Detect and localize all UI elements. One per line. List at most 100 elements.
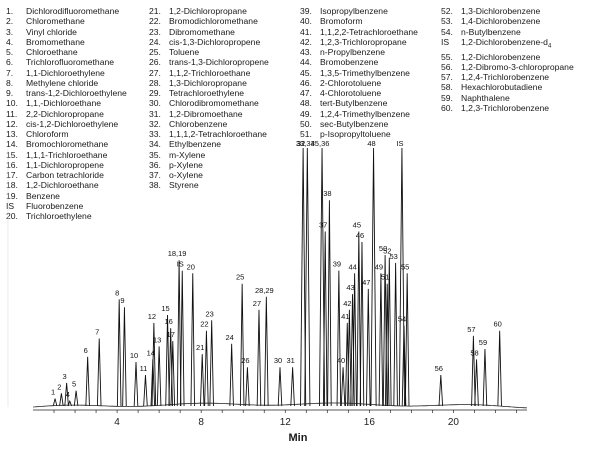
peak-label: 31 bbox=[286, 356, 294, 365]
peak-label: IS bbox=[396, 139, 403, 148]
peak-trace bbox=[278, 367, 282, 406]
peak-label: 6 bbox=[84, 346, 88, 355]
peak-trace bbox=[291, 367, 295, 406]
peak-trace bbox=[305, 148, 310, 406]
peak-trace bbox=[230, 344, 234, 406]
peak-trace bbox=[360, 242, 364, 406]
baseline-trace bbox=[33, 403, 527, 408]
x-tick-label: 20 bbox=[448, 417, 460, 428]
peak-trace bbox=[144, 375, 148, 406]
peak-label: 9 bbox=[120, 296, 124, 305]
peak-label: 35,36 bbox=[311, 139, 330, 148]
peak-label: 37 bbox=[319, 221, 327, 230]
peak-label: 20 bbox=[187, 262, 195, 271]
peak-label: 48 bbox=[367, 139, 375, 148]
peak-label: 42 bbox=[343, 299, 351, 308]
peak-trace bbox=[117, 299, 121, 406]
peak-label: 59 bbox=[479, 338, 487, 347]
peak-trace bbox=[328, 200, 332, 406]
peak-label: 21 bbox=[196, 343, 204, 352]
peak-trace bbox=[394, 263, 398, 406]
baseline-layer bbox=[33, 403, 527, 408]
x-axis-label: Min bbox=[278, 432, 318, 444]
peak-label: 30 bbox=[274, 356, 282, 365]
peak-trace bbox=[379, 273, 383, 406]
peak-trace bbox=[60, 393, 64, 406]
peak-labels-layer: 123456789101112131415161718,19IS 20212223… bbox=[51, 139, 502, 399]
peak-label: 38 bbox=[323, 189, 331, 198]
peak-label: 60 bbox=[494, 320, 502, 329]
peak-trace bbox=[123, 307, 127, 406]
peak-label: 58 bbox=[470, 348, 478, 357]
peak-label: 49 bbox=[375, 262, 383, 271]
peak-label: 18,19 bbox=[168, 249, 187, 258]
peak-label: 11 bbox=[140, 364, 148, 373]
peak-trace bbox=[353, 273, 357, 406]
peak-label: 41 bbox=[341, 312, 349, 321]
peak-label: 26 bbox=[241, 356, 249, 365]
peak-trace bbox=[86, 357, 90, 406]
peak-label: 5 bbox=[72, 380, 76, 389]
peak-label: 13 bbox=[153, 335, 161, 344]
peak-label: 46 bbox=[356, 231, 364, 240]
peak-label: 15 bbox=[161, 304, 169, 313]
peak-label: 43 bbox=[346, 283, 354, 292]
peak-label: 16 bbox=[165, 317, 173, 326]
peak-label: 27 bbox=[253, 299, 261, 308]
peak-label: 1 bbox=[51, 388, 55, 397]
x-tick-label: 16 bbox=[364, 417, 376, 428]
peak-trace bbox=[257, 310, 261, 406]
peak-label: 24 bbox=[225, 333, 233, 342]
peak-label: 44 bbox=[348, 262, 356, 271]
peak-label: 14 bbox=[147, 348, 155, 357]
peak-trace bbox=[97, 339, 101, 406]
peak-label: 2 bbox=[57, 382, 61, 391]
peak-label: 12 bbox=[148, 312, 156, 321]
peak-label: 57 bbox=[467, 325, 475, 334]
peak-label: 10 bbox=[130, 351, 138, 360]
peak-label: IS bbox=[177, 260, 184, 269]
peak-label: 40 bbox=[337, 356, 345, 365]
peak-label: 28,29 bbox=[255, 286, 274, 295]
peak-label: 4 bbox=[66, 390, 70, 399]
peak-trace bbox=[240, 284, 244, 406]
peak-trace bbox=[472, 336, 476, 406]
peak-label: 51 bbox=[381, 273, 389, 282]
peak-trace bbox=[439, 375, 443, 406]
peak-trace bbox=[498, 331, 502, 406]
peak-label: 25 bbox=[236, 273, 244, 282]
peak-trace bbox=[180, 271, 184, 406]
peak-trace bbox=[405, 273, 409, 406]
peak-trace bbox=[337, 271, 341, 406]
peak-trace bbox=[134, 362, 138, 406]
peak-label: 54 bbox=[398, 314, 406, 323]
peak-trace bbox=[191, 273, 195, 406]
peak-trace bbox=[399, 148, 404, 406]
peak-trace bbox=[366, 289, 370, 406]
peak-trace bbox=[371, 148, 376, 406]
peak-trace bbox=[341, 367, 345, 406]
peak-trace bbox=[74, 391, 78, 406]
peak-trace bbox=[200, 354, 204, 406]
peak-trace bbox=[475, 359, 479, 406]
peak-label: 22 bbox=[200, 320, 208, 329]
peak-trace bbox=[157, 346, 161, 406]
peak-label: 23 bbox=[206, 309, 214, 318]
peak-label: 53 bbox=[389, 252, 397, 261]
peak-trace bbox=[246, 367, 250, 406]
peak-trace bbox=[210, 320, 214, 406]
peak-trace bbox=[205, 331, 209, 406]
peak-label: 56 bbox=[435, 364, 443, 373]
peak-label: 47 bbox=[362, 278, 370, 287]
peak-label: 17 bbox=[167, 330, 175, 339]
peak-trace bbox=[483, 349, 487, 406]
x-tick-label: 8 bbox=[198, 417, 204, 428]
peak-trace bbox=[265, 297, 269, 406]
peak-label: 7 bbox=[95, 328, 99, 337]
peak-label: 3 bbox=[63, 372, 67, 381]
peak-label: 8 bbox=[115, 288, 119, 297]
x-tick-label: 4 bbox=[114, 417, 120, 428]
peak-label: 55 bbox=[401, 262, 409, 271]
